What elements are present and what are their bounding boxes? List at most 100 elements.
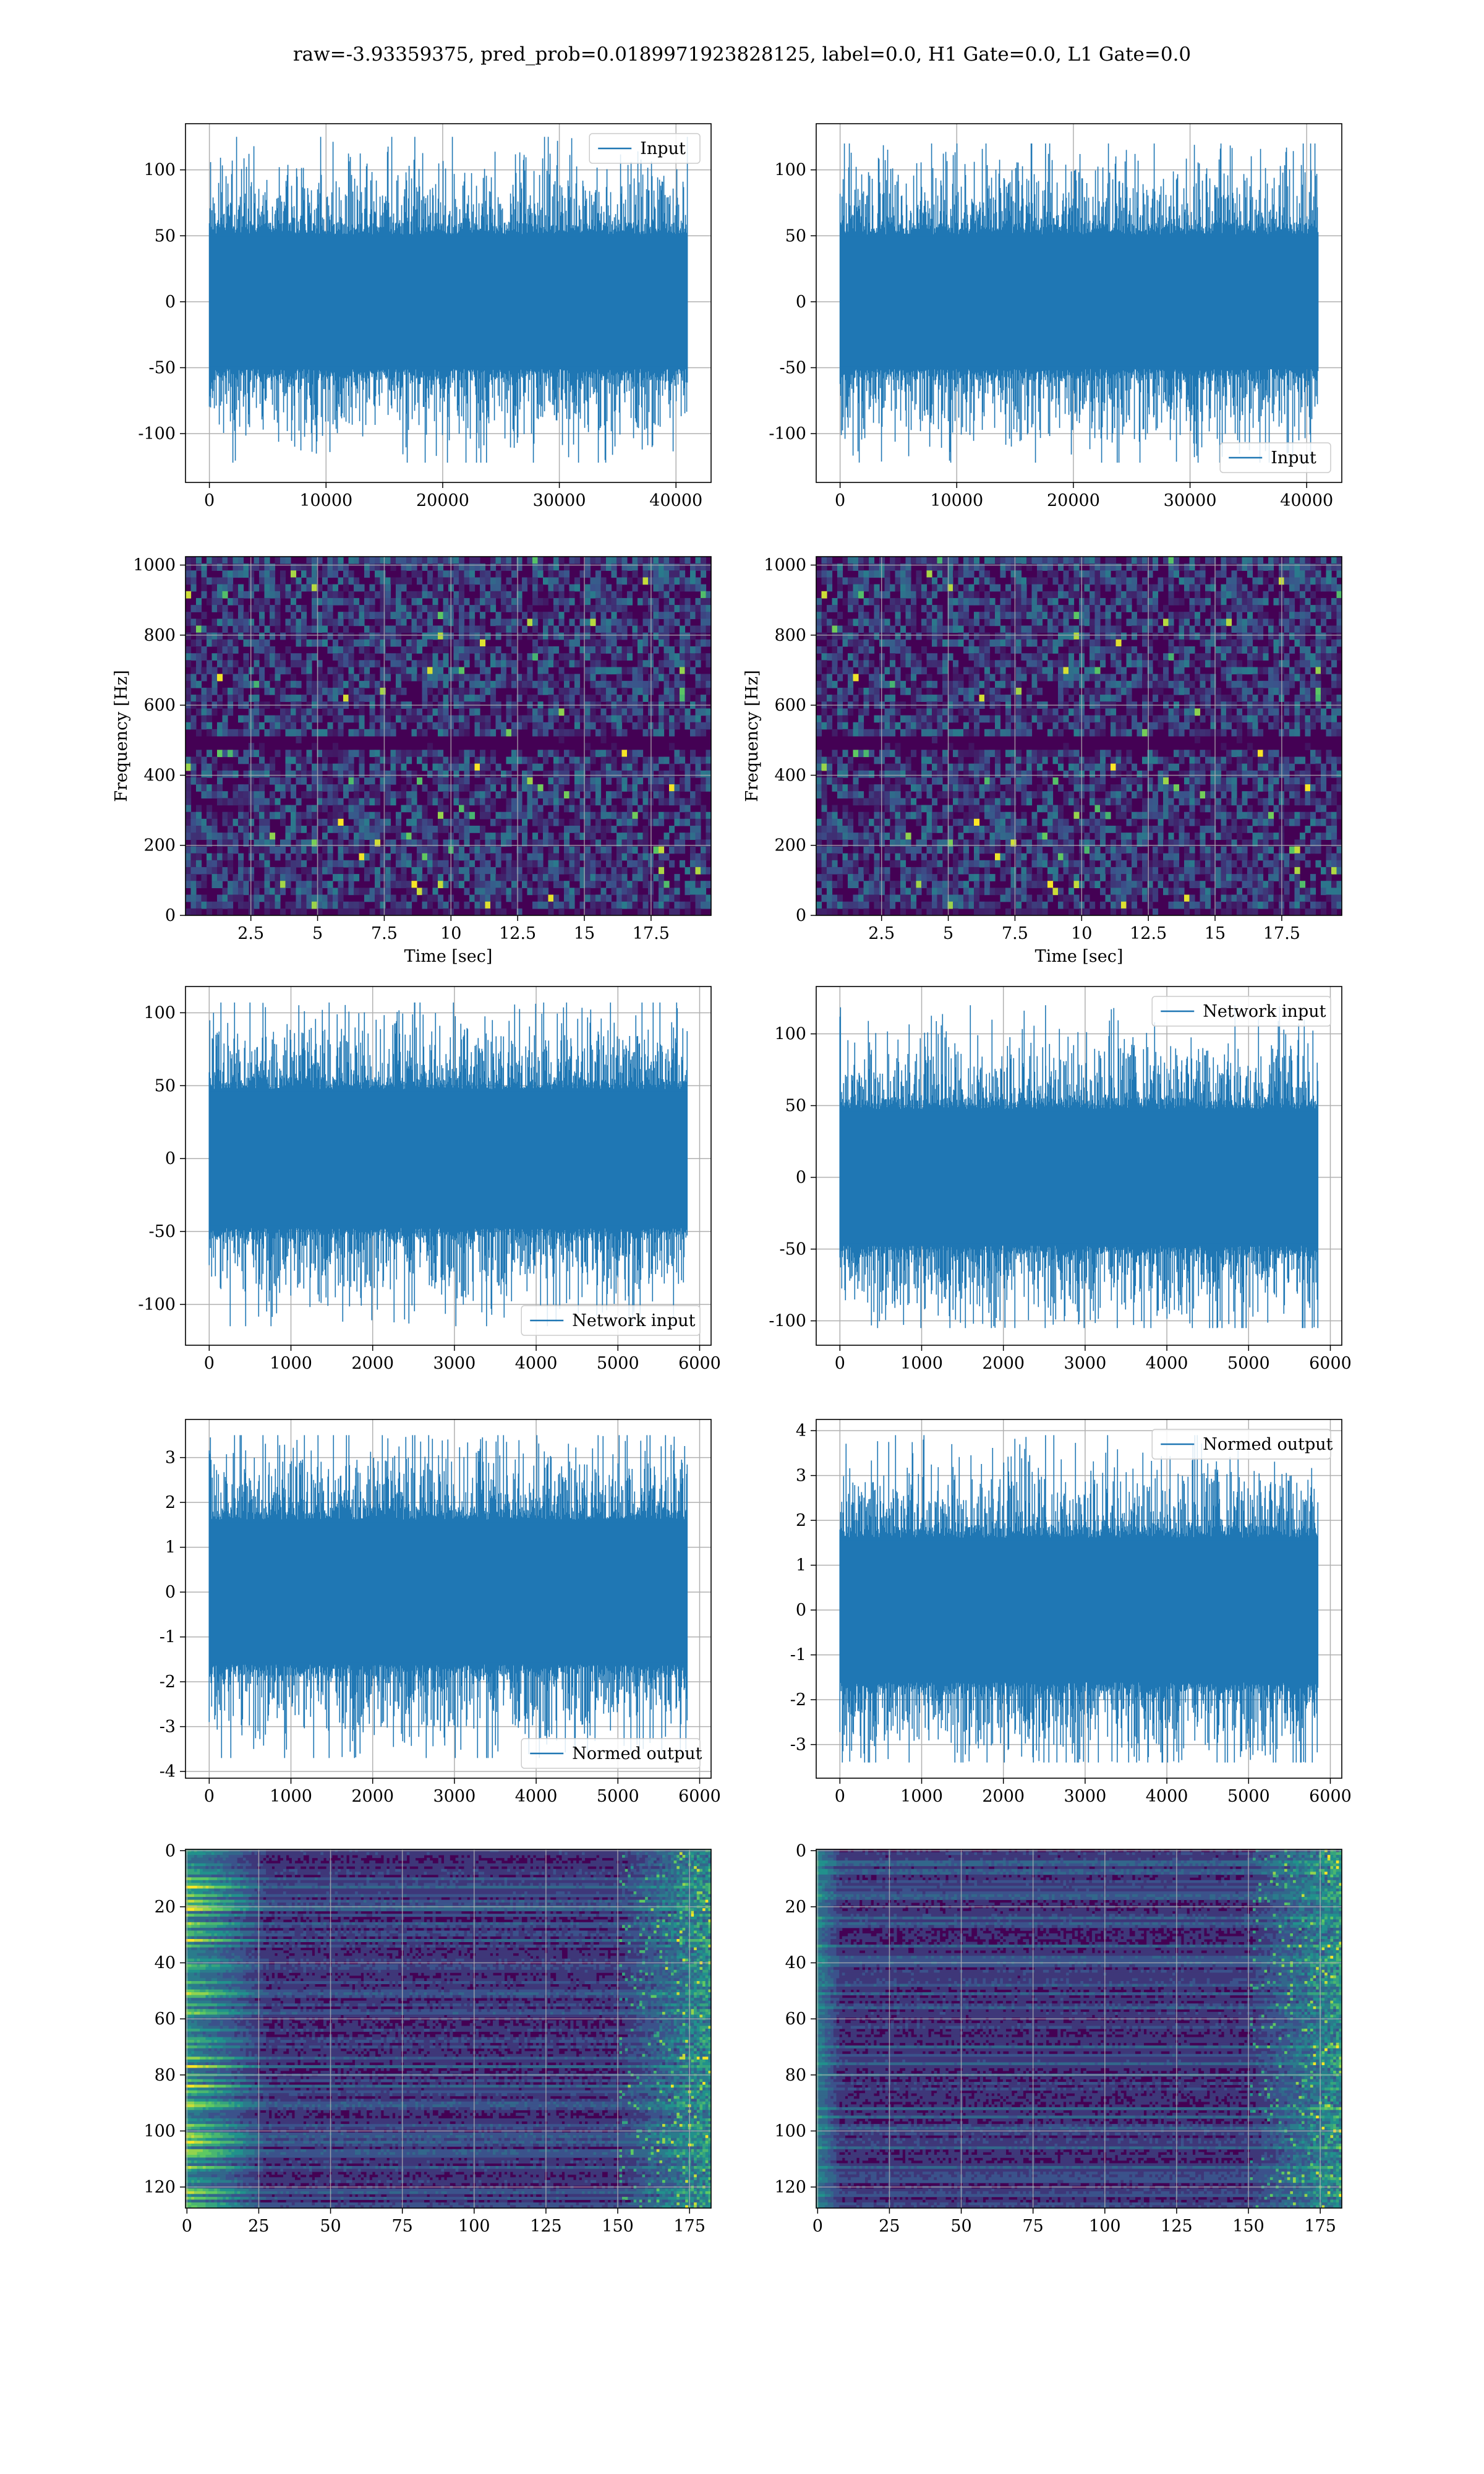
- spectrogram-cell: [579, 777, 586, 785]
- spectrogram-cell: [869, 646, 875, 654]
- spectrogram-cell: [348, 646, 354, 654]
- spectrogram-cell: [1300, 597, 1306, 606]
- spectrogram-cell: [459, 612, 465, 619]
- spectrogram-cell: [1000, 570, 1006, 578]
- spectrogram-cell: [616, 833, 623, 840]
- spectrogram-cell: [270, 729, 276, 737]
- spectrogram-cell: [642, 894, 649, 902]
- spectrogram-cell: [306, 818, 312, 826]
- spectrogram-cell: [396, 618, 402, 627]
- spectrogram-cell: [684, 639, 691, 647]
- spectrogram-cell: [285, 867, 291, 875]
- spectrogram-cell: [1105, 625, 1111, 633]
- spectrogram-cell: [1226, 612, 1232, 619]
- spectrogram-cell: [532, 625, 539, 633]
- spectrogram-cell: [879, 653, 885, 661]
- spectrogram-cell: [869, 591, 875, 599]
- spectrogram-cell: [1136, 660, 1143, 668]
- spectrogram-cell: [974, 557, 980, 564]
- spectrogram-cell: [275, 805, 281, 813]
- spectrogram-cell: [574, 805, 581, 813]
- spectrogram-cell: [322, 570, 328, 578]
- spectrogram-cell: [459, 667, 465, 675]
- spectrogram-cell: [905, 632, 911, 640]
- spectrogram-cell: [579, 784, 586, 792]
- spectrogram-cell: [516, 894, 522, 902]
- spectrogram-cell: [1326, 646, 1332, 654]
- spectrogram-cell: [595, 660, 602, 668]
- spectrogram-cell: [1184, 563, 1190, 571]
- spectrogram-cell: [506, 680, 512, 688]
- spectrogram-cell: [1142, 639, 1148, 647]
- spectrogram-cell: [385, 597, 391, 606]
- spectrogram-cell: [564, 563, 570, 571]
- spectrogram-cell: [264, 894, 270, 902]
- spectrogram-cell: [217, 584, 223, 592]
- spectrogram-cell: [211, 791, 218, 798]
- spectrogram-cell: [632, 563, 638, 571]
- spectrogram-cell: [259, 563, 265, 571]
- spectrogram-cell: [490, 770, 497, 778]
- spectrogram-cell: [1115, 597, 1122, 606]
- spectrogram-cell: [543, 708, 549, 716]
- spectrogram-cell: [537, 867, 544, 875]
- spectrogram-cell: [1216, 646, 1222, 654]
- spectrogram-cell: [989, 639, 996, 647]
- spectrogram-cell: [821, 695, 827, 702]
- spectrogram-cell: [306, 756, 312, 764]
- spectrogram-cell: [327, 763, 333, 771]
- spectrogram-cell: [359, 826, 365, 833]
- spectrogram-cell: [301, 660, 307, 668]
- spectrogram-cell: [595, 770, 602, 778]
- spectrogram-cell: [280, 570, 286, 578]
- spectrogram-cell: [611, 563, 617, 571]
- spectrogram-cell: [569, 729, 575, 737]
- spectrogram-cell: [564, 625, 570, 633]
- spectrogram-cell: [264, 811, 270, 820]
- spectrogram-cell: [548, 894, 554, 902]
- spectrogram-cell: [1252, 605, 1258, 612]
- spectrogram-cell: [390, 563, 396, 571]
- spectrogram-cell: [1268, 687, 1274, 695]
- spectrogram-cell: [616, 874, 623, 881]
- spectrogram-cell: [553, 839, 560, 847]
- spectrogram-cell: [264, 625, 270, 633]
- spectrogram-cell: [306, 557, 312, 564]
- spectrogram-cell: [232, 894, 239, 902]
- spectrogram-cell: [369, 584, 375, 592]
- spectrogram-cell: [186, 798, 192, 806]
- spectrogram-cell: [585, 908, 591, 915]
- spectrogram-cell: [380, 639, 386, 647]
- spectrogram-cell: [921, 584, 927, 592]
- spectrogram-cell: [1147, 563, 1153, 571]
- spectrogram-cell: [380, 729, 386, 737]
- spectrogram-cell: [201, 833, 207, 840]
- spectrogram-cell: [306, 722, 312, 730]
- spectrogram-cell: [874, 612, 880, 619]
- spectrogram-cell: [480, 756, 486, 764]
- spectrogram-cell: [1226, 660, 1232, 668]
- spectrogram-cell: [338, 729, 344, 737]
- spectrogram-cell: [495, 618, 501, 627]
- spectrogram-cell: [1315, 660, 1321, 668]
- spectrogram-cell: [1210, 584, 1216, 592]
- spectrogram-cell: [327, 695, 333, 702]
- spectrogram-cell: [701, 584, 707, 592]
- spectrogram-cell: [548, 618, 554, 627]
- spectrogram-cell: [663, 563, 670, 571]
- spectrogram-cell: [585, 811, 591, 820]
- spectrogram-cell: [585, 625, 591, 633]
- spectrogram-cell: [285, 680, 291, 688]
- spectrogram-cell: [606, 680, 612, 688]
- spectrogram-cell: [638, 577, 644, 585]
- spectrogram-cell: [190, 874, 197, 881]
- spectrogram-cell: [706, 894, 711, 902]
- spectrogram-cell: [249, 777, 255, 785]
- spectrogram-cell: [1305, 577, 1311, 585]
- spectrogram-cell: [953, 674, 959, 682]
- spectrogram-cell: [1016, 584, 1022, 592]
- spectrogram-cell: [1258, 632, 1264, 640]
- spectrogram-cell: [1336, 570, 1342, 578]
- spectrogram-cell: [1147, 674, 1153, 682]
- spectrogram-cell: [1121, 597, 1127, 606]
